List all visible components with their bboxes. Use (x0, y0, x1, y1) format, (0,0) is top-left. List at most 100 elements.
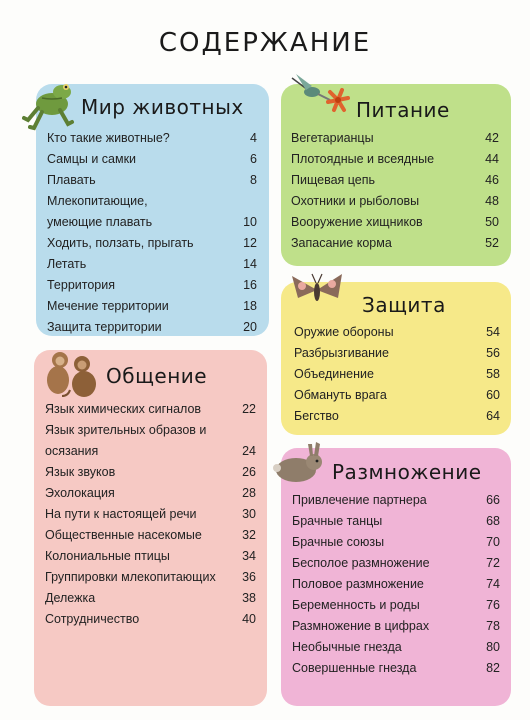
entry-title: Запасание корма (291, 236, 392, 250)
toc-entry[interactable]: Необычные гнезда 80 (292, 637, 500, 658)
entry-page: 70 (486, 535, 500, 549)
entry-page: 48 (485, 194, 499, 208)
moth-icon (292, 273, 342, 301)
toc-entry[interactable]: Охотники и рыболовы 48 (291, 191, 499, 212)
toc-entry[interactable]: Плотоядные и всеядные 44 (291, 149, 499, 170)
toc-entry[interactable]: Сотрудничество 40 (45, 609, 256, 630)
toc-entry[interactable]: Млекопитающие, умеющие плавать 10 (47, 191, 257, 233)
entry-title: Необычные гнезда (292, 640, 402, 654)
toc-entry[interactable]: Общественные насекомые 32 (45, 525, 256, 546)
entry-title: Язык химических сигналов (45, 402, 202, 416)
entry-title: Размножение в цифрах (292, 619, 430, 633)
entry-title: Язык зрительных образов и осязания (45, 423, 207, 458)
toc-entry[interactable]: Бегство 64 (294, 406, 500, 427)
entry-title: Брачные союзы (292, 535, 385, 549)
toc-entry[interactable]: Вегетарианцы 42 (291, 128, 499, 149)
entry-page: 28 (242, 486, 256, 500)
entry-title: Брачные танцы (292, 514, 383, 528)
entry-title: Бесполое размножение (292, 556, 430, 570)
toc-entry[interactable]: Язык зрительных образов и осязания 24 (45, 420, 256, 462)
entry-page: 46 (485, 173, 499, 187)
entry-title: Млекопитающие, умеющие плавать (47, 194, 153, 229)
section-defense (281, 282, 511, 435)
entry-page: 36 (242, 570, 256, 584)
entries-defense: Оружие обороны 54 Разбрызгивание 56 Объеди… (294, 322, 500, 427)
entry-page: 82 (486, 661, 500, 675)
entry-title: Обмануть врага (294, 388, 387, 402)
entry-page: 68 (486, 514, 500, 528)
toc-entry[interactable]: Самцы и самки 6 (47, 149, 257, 170)
entry-page: 4 (250, 131, 257, 145)
entry-page: 66 (486, 493, 500, 507)
toc-entry[interactable]: Беременность и роды 76 (292, 595, 500, 616)
toc-entry[interactable]: Эхолокация 28 (45, 483, 256, 504)
entry-page: 42 (485, 131, 499, 145)
entry-title: Эхолокация (45, 486, 115, 500)
entry-title: Ходить, ползать, прыгать (47, 236, 194, 250)
entry-page: 76 (486, 598, 500, 612)
entry-title: Плавать (47, 173, 96, 187)
toc-entry[interactable]: Территория 16 (47, 275, 257, 296)
toc-entry[interactable]: Обмануть врага 60 (294, 385, 500, 406)
toc-entry[interactable]: Половое размножение 74 (292, 574, 500, 595)
toc-entry[interactable]: Оружие обороны 54 (294, 322, 500, 343)
toc-entry[interactable]: Группировки млекопитающих 36 (45, 567, 256, 588)
section-animals (36, 84, 269, 336)
toc-entry[interactable]: Летать 14 (47, 254, 257, 275)
entry-title: Группировки млекопитающих (45, 570, 216, 584)
toc-entry[interactable]: Брачные союзы 70 (292, 532, 500, 553)
toc-entry[interactable]: Разбрызгивание 56 (294, 343, 500, 364)
toc-entry[interactable]: Плавать 8 (47, 170, 257, 191)
entry-page: 32 (242, 528, 256, 542)
toc-entry[interactable]: Кто такие животные? 4 (47, 128, 257, 149)
entry-page: 18 (243, 299, 257, 313)
entry-title: Кто такие животные? (47, 131, 170, 145)
entry-title: Вооружение хищников (291, 215, 423, 229)
entry-title: Совершенные гнезда (292, 661, 417, 675)
entry-page: 38 (242, 591, 256, 605)
entry-page: 54 (486, 325, 500, 339)
entries-reproduction: Привлечение партнера 66 Брачные танцы 68 Б… (292, 490, 500, 679)
toc-entry[interactable]: Колониальные птицы 34 (45, 546, 256, 567)
toc-entry[interactable]: Пищевая цепь 46 (291, 170, 499, 191)
entry-page: 50 (485, 215, 499, 229)
toc-entry[interactable]: Размножение в цифрах 78 (292, 616, 500, 637)
entry-title: Беременность и роды (292, 598, 420, 612)
entry-title: Летать (47, 257, 87, 271)
entries-communication: Язык химических сигналов 22 Язык зрительн… (45, 399, 256, 630)
toc-entry[interactable]: Вооружение хищников 50 (291, 212, 499, 233)
entry-title: Колониальные птицы (45, 549, 170, 563)
entry-title: Самцы и самки (47, 152, 137, 166)
entry-title: Вегетарианцы (291, 131, 374, 145)
toc-entry[interactable]: На пути к настоящей речи 30 (45, 504, 256, 525)
section-reproduction (281, 448, 511, 706)
toc-entry[interactable]: Мечение территории 18 (47, 296, 257, 317)
entry-title: Плотоядные и всеядные (291, 152, 435, 166)
toc-entry[interactable]: Ходить, ползать, прыгать 12 (47, 233, 257, 254)
toc-entry[interactable]: Брачные танцы 68 (292, 511, 500, 532)
entry-title: Дележка (45, 591, 96, 605)
entry-title: Пищевая цепь (291, 173, 376, 187)
entry-title: Общественные насекомые (45, 528, 202, 542)
toc-entry[interactable]: Язык химических сигналов 22 (45, 399, 256, 420)
toc-entry[interactable]: Объединение 58 (294, 364, 500, 385)
toc-entry[interactable]: Дележка 38 (45, 588, 256, 609)
toc-entry[interactable]: Запасание корма 52 (291, 233, 499, 254)
entry-page: 34 (242, 549, 256, 563)
toc-entry[interactable]: Бесполое размножение 72 (292, 553, 500, 574)
entry-page: 8 (250, 173, 257, 187)
toc-entry[interactable]: Привлечение партнера 66 (292, 490, 500, 511)
section-title-defense: Защита (362, 293, 446, 317)
entry-page: 16 (243, 278, 257, 292)
rabbit-icon (273, 442, 322, 482)
section-communication (34, 350, 267, 706)
toc-entry[interactable]: Защита территории 20 (47, 317, 257, 338)
entry-title: Территория (47, 278, 116, 292)
toc-entry[interactable]: Язык звуков 26 (45, 462, 256, 483)
section-title-food: Питание (356, 98, 450, 122)
toc-entry[interactable]: Совершенные гнезда 82 (292, 658, 500, 679)
entry-page: 40 (242, 612, 256, 626)
entry-title: На пути к настоящей речи (45, 507, 197, 521)
entry-title: Разбрызгивание (294, 346, 389, 360)
entry-page: 60 (486, 388, 500, 402)
